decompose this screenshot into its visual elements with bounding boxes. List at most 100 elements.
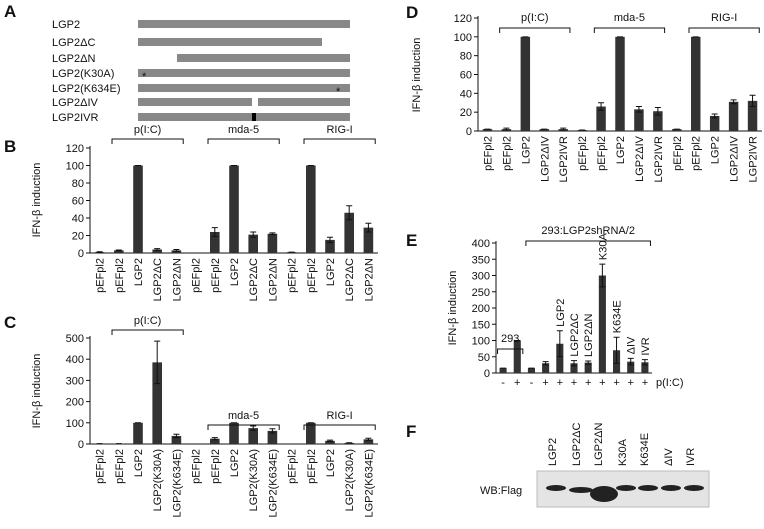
y-tick-label: 50 (478, 352, 490, 364)
x-axis-label: p(I:C) (656, 377, 684, 389)
bar (691, 36, 701, 132)
error-bar (327, 439, 333, 442)
y-tick-label: 200 (66, 397, 84, 409)
y-axis-label: IFN-β induction (411, 38, 423, 113)
x-tick-label: + (613, 377, 619, 389)
x-tick-label: LGP2(K30A) (344, 449, 356, 511)
bar (152, 249, 162, 253)
group-label: 293:LGP2shRNA/2 (541, 225, 635, 237)
error-bar (269, 428, 276, 434)
bar (363, 227, 374, 253)
x-tick-label: LGP2ΔC (152, 258, 164, 301)
lane-label: K30A (617, 438, 629, 466)
x-tick-label: pEFpl2 (114, 258, 126, 293)
bar (539, 129, 549, 131)
error-bar (556, 330, 563, 358)
bar (171, 435, 182, 444)
x-tick-label: pEFpl2 (482, 136, 494, 171)
error-bar (250, 231, 257, 238)
y-tick-label: 0 (466, 126, 472, 138)
construct-label: LGP2ΔIV (52, 97, 99, 109)
insert-mark (252, 113, 256, 121)
error-bar (211, 437, 218, 441)
error-bar (327, 236, 333, 243)
lane-label: LGP2ΔC (571, 423, 583, 466)
error-bar (154, 340, 161, 385)
bar (210, 232, 220, 253)
x-tick-label: + (599, 377, 605, 389)
error-bar (654, 106, 661, 116)
y-tick-label: 100 (66, 161, 84, 173)
group-label: RIG-I (326, 124, 352, 136)
error-bar (635, 106, 642, 113)
y-tick-label: 80 (72, 178, 84, 190)
x-tick-label: pEFpl2 (501, 136, 513, 171)
error-bar (627, 357, 634, 366)
y-tick-label: 120 (66, 143, 84, 155)
x-tick-label: LGP2 (325, 449, 337, 477)
y-tick-label: 40 (460, 88, 472, 100)
bar (344, 212, 354, 253)
panel-letter: A (4, 2, 16, 21)
y-tick-label: 200 (472, 303, 490, 315)
x-tick-label: pEFpl2 (191, 258, 203, 293)
construct-bar (138, 98, 252, 106)
blot-band (684, 485, 704, 491)
x-tick-label: LGP2ΔIV (539, 135, 551, 182)
lane-label: LGP2ΔN (593, 423, 605, 466)
construct-bar (138, 20, 350, 28)
x-tick-label: + (642, 377, 648, 389)
bar (482, 129, 493, 131)
bar (152, 362, 162, 444)
x-tick-label: LGP2ΔN (267, 258, 279, 301)
error-bar (173, 433, 180, 439)
group-label: RIG-I (326, 410, 352, 422)
y-tick-label: 150 (472, 319, 490, 331)
error-bar (346, 205, 353, 221)
construct-bar (138, 84, 350, 92)
y-tick-label: 120 (454, 13, 472, 25)
blot-band (546, 485, 566, 491)
y-tick-label: 100 (66, 418, 84, 430)
x-tick-label: + (542, 377, 548, 389)
x-tick-label: pEFpl2 (306, 258, 318, 293)
x-tick-label: LGP2IVR (558, 136, 570, 183)
x-tick-label: LGP2ΔC (344, 258, 356, 301)
bar (267, 233, 278, 253)
x-tick-label: LGP2 (325, 258, 337, 286)
group-label: p(I:C) (134, 315, 162, 327)
error-bar (641, 359, 648, 366)
bar-label: LGP2 (555, 299, 567, 327)
group-label: p(I:C) (134, 124, 162, 136)
group-bracket (111, 329, 184, 335)
error-bar (598, 102, 605, 111)
x-tick-label: - (530, 377, 534, 389)
bar (306, 165, 316, 253)
construct-label: LGP2ΔN (52, 53, 95, 65)
bar (499, 368, 507, 373)
blot-band (590, 486, 618, 502)
construct-bar (138, 38, 322, 46)
bar (325, 239, 335, 253)
x-tick-label: pEFpl2 (287, 258, 299, 293)
bar (520, 36, 531, 132)
group-bracket (497, 348, 524, 354)
y-tick-label: 20 (72, 231, 84, 243)
x-tick-label: pEFpl2 (691, 136, 703, 171)
error-bar (599, 263, 606, 288)
x-tick-label: pEFpl2 (114, 449, 126, 484)
panel-letter: C (4, 313, 16, 332)
blot-band (638, 485, 658, 491)
error-bar (571, 360, 577, 367)
error-bar (250, 425, 257, 431)
x-tick-label: + (628, 377, 634, 389)
y-tick-label: 500 (66, 333, 84, 345)
error-bar (613, 336, 620, 364)
y-tick-label: 350 (472, 254, 490, 266)
y-tick-label: 250 (472, 287, 490, 299)
bar (584, 362, 592, 373)
x-tick-label: pEFpl2 (210, 449, 222, 484)
bar (570, 363, 578, 373)
bar (513, 340, 521, 373)
